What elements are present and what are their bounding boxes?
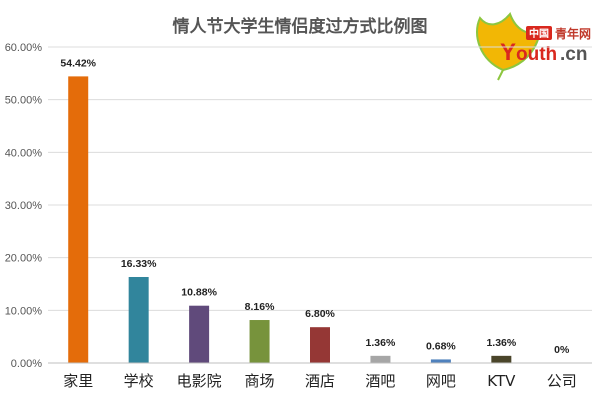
- data-label: 1.36%: [486, 337, 516, 349]
- data-label: 54.42%: [60, 57, 96, 69]
- bar: [249, 320, 270, 363]
- x-axis-ticks: 家里 学校 电影院 商场 酒店 酒吧 网吧 KTV 公司: [63, 372, 577, 390]
- gridlines: [48, 46, 592, 311]
- x-tick-label: 公司: [547, 372, 577, 390]
- y-tick-label: 40.00%: [5, 147, 43, 159]
- x-tick-label: 家里: [63, 372, 93, 390]
- bar: [189, 305, 210, 363]
- data-label: 1.36%: [366, 337, 396, 349]
- data-label: 0.68%: [426, 340, 456, 352]
- data-label: 16.33%: [121, 258, 157, 270]
- data-label: 6.80%: [305, 308, 335, 320]
- data-label: 0%: [554, 344, 570, 356]
- youth-cn-logo: 中国 青年网 Y outh .cn: [476, 12, 591, 81]
- logo-badge: 中国: [529, 27, 549, 40]
- chart-title: 情人节大学生情侣度过方式比例图: [173, 16, 428, 37]
- bar: [491, 355, 512, 363]
- bar: [310, 327, 330, 363]
- x-tick-label: 网吧: [426, 372, 456, 390]
- bar: [68, 76, 89, 363]
- x-tick-label: 商场: [245, 372, 275, 390]
- x-tick-label: KTV: [487, 372, 516, 390]
- y-axis-ticks: 0.00% 10.00% 20.00% 30.00% 40.00% 50.00% 60.00…: [5, 42, 43, 370]
- bars: [68, 76, 512, 363]
- data-labels: 54.42% 16.33% 10.88% 8.16% 6.80% 1.36% 0.68% 1.…: [60, 57, 570, 356]
- bar: [128, 276, 149, 363]
- bar: [430, 359, 451, 363]
- y-tick-label: 50.00%: [5, 95, 43, 107]
- logo-name: 青年网: [555, 26, 591, 41]
- y-tick-label: 0.00%: [11, 358, 42, 370]
- y-tick-label: 60.00%: [5, 42, 43, 54]
- x-tick-label: 酒吧: [365, 372, 395, 390]
- logo-domain-initial: Y: [500, 39, 516, 66]
- x-tick-label: 电影院: [177, 372, 222, 390]
- data-label: 10.88%: [181, 287, 217, 299]
- data-label: 8.16%: [245, 301, 275, 313]
- y-tick-label: 30.00%: [5, 200, 43, 212]
- x-tick-label: 学校: [124, 372, 154, 390]
- x-tick-label: 酒店: [305, 372, 335, 390]
- y-tick-label: 10.00%: [5, 305, 43, 317]
- logo-domain-middle: outh: [516, 44, 557, 65]
- bar: [370, 355, 391, 363]
- y-tick-label: 20.00%: [5, 253, 43, 265]
- logo-domain-suffix: .cn: [560, 44, 587, 65]
